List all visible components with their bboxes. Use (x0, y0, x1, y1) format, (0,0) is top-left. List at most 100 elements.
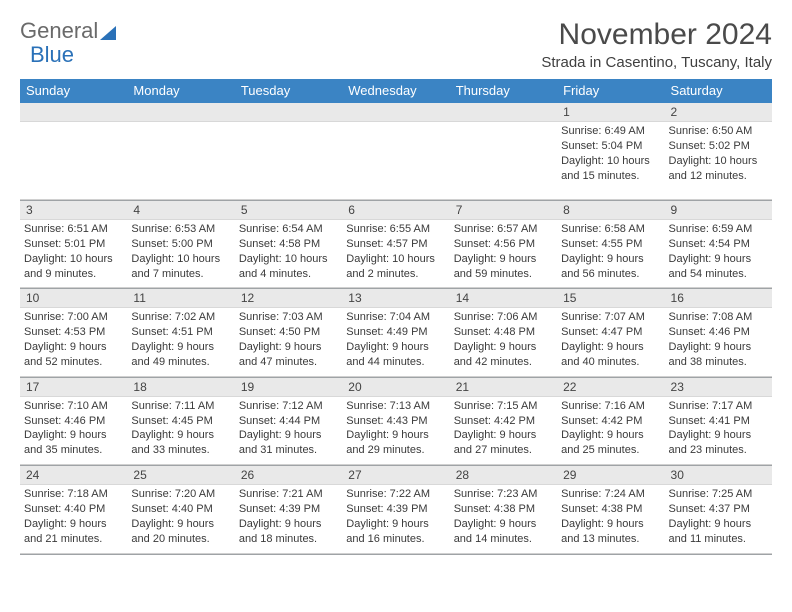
sunrise-text: Sunrise: 6:50 AM (669, 124, 768, 139)
daylight-text: Daylight: 10 hours and 15 minutes. (561, 154, 660, 184)
sunrise-text: Sunrise: 7:11 AM (131, 399, 230, 414)
sunrise-text: Sunrise: 7:20 AM (131, 487, 230, 502)
daylight-text: Daylight: 9 hours and 42 minutes. (454, 340, 553, 370)
week-row: Sunrise: 7:00 AMSunset: 4:53 PMDaylight:… (20, 308, 772, 376)
title-block: November 2024 Strada in Casentino, Tusca… (541, 18, 772, 71)
sunrise-text: Sunrise: 7:02 AM (131, 310, 230, 325)
sunset-text: Sunset: 5:01 PM (24, 237, 123, 252)
daylight-text: Daylight: 9 hours and 23 minutes. (669, 428, 768, 458)
day-number: 28 (450, 466, 557, 484)
daylight-text: Daylight: 9 hours and 35 minutes. (24, 428, 123, 458)
daylight-text: Daylight: 9 hours and 11 minutes. (669, 517, 768, 547)
sunrise-text: Sunrise: 7:03 AM (239, 310, 338, 325)
sunset-text: Sunset: 4:40 PM (131, 502, 230, 517)
sunset-text: Sunset: 4:49 PM (346, 325, 445, 340)
daylight-text: Daylight: 9 hours and 56 minutes. (561, 252, 660, 282)
day-number: 7 (450, 201, 557, 219)
daylight-text: Daylight: 9 hours and 13 minutes. (561, 517, 660, 547)
sunset-text: Sunset: 4:56 PM (454, 237, 553, 252)
page-subtitle: Strada in Casentino, Tuscany, Italy (541, 54, 772, 71)
daylight-text: Daylight: 9 hours and 25 minutes. (561, 428, 660, 458)
day-cell: Sunrise: 6:50 AMSunset: 5:02 PMDaylight:… (665, 122, 772, 199)
sunrise-text: Sunrise: 7:25 AM (669, 487, 768, 502)
sunset-text: Sunset: 4:39 PM (346, 502, 445, 517)
day-cell: Sunrise: 7:03 AMSunset: 4:50 PMDaylight:… (235, 308, 342, 375)
day-number: 18 (127, 378, 234, 396)
daylight-text: Daylight: 9 hours and 31 minutes. (239, 428, 338, 458)
day-cell: Sunrise: 7:10 AMSunset: 4:46 PMDaylight:… (20, 397, 127, 464)
sunrise-text: Sunrise: 7:13 AM (346, 399, 445, 414)
sunset-text: Sunset: 4:42 PM (454, 414, 553, 429)
day-cell: Sunrise: 7:02 AMSunset: 4:51 PMDaylight:… (127, 308, 234, 375)
sunset-text: Sunset: 4:46 PM (669, 325, 768, 340)
daylight-text: Daylight: 9 hours and 20 minutes. (131, 517, 230, 547)
week: 17181920212223Sunrise: 7:10 AMSunset: 4:… (20, 378, 772, 466)
day-header: Friday (557, 79, 664, 103)
daylight-text: Daylight: 9 hours and 40 minutes. (561, 340, 660, 370)
day-number: 16 (665, 289, 772, 307)
day-number: 5 (235, 201, 342, 219)
week-row: Sunrise: 7:10 AMSunset: 4:46 PMDaylight:… (20, 397, 772, 465)
day-number: 9 (665, 201, 772, 219)
week: 10111213141516Sunrise: 7:00 AMSunset: 4:… (20, 289, 772, 377)
daylight-text: Daylight: 10 hours and 7 minutes. (131, 252, 230, 282)
daylight-text: Daylight: 9 hours and 52 minutes. (24, 340, 123, 370)
day-cell: Sunrise: 6:55 AMSunset: 4:57 PMDaylight:… (342, 220, 449, 287)
day-number: 14 (450, 289, 557, 307)
day-number: 3 (20, 201, 127, 219)
sunrise-text: Sunrise: 7:23 AM (454, 487, 553, 502)
day-cell: Sunrise: 6:51 AMSunset: 5:01 PMDaylight:… (20, 220, 127, 287)
day-number: 27 (342, 466, 449, 484)
page-title: November 2024 (541, 18, 772, 52)
day-cell: Sunrise: 7:24 AMSunset: 4:38 PMDaylight:… (557, 485, 664, 552)
sunset-text: Sunset: 4:43 PM (346, 414, 445, 429)
day-number: 22 (557, 378, 664, 396)
sunset-text: Sunset: 4:57 PM (346, 237, 445, 252)
daylight-text: Daylight: 10 hours and 2 minutes. (346, 252, 445, 282)
day-cell (20, 122, 127, 199)
day-number: 2 (665, 103, 772, 121)
sunset-text: Sunset: 4:54 PM (669, 237, 768, 252)
day-number: 12 (235, 289, 342, 307)
sunrise-text: Sunrise: 7:24 AM (561, 487, 660, 502)
sunrise-text: Sunrise: 7:21 AM (239, 487, 338, 502)
day-number: 17 (20, 378, 127, 396)
sunset-text: Sunset: 4:39 PM (239, 502, 338, 517)
sunrise-text: Sunrise: 7:00 AM (24, 310, 123, 325)
day-number (127, 103, 234, 121)
day-number: 1 (557, 103, 664, 121)
sunset-text: Sunset: 4:40 PM (24, 502, 123, 517)
daynum-bar: 24252627282930 (20, 466, 772, 485)
day-cell: Sunrise: 7:15 AMSunset: 4:42 PMDaylight:… (450, 397, 557, 464)
header: General November 2024 Strada in Casentin… (20, 18, 772, 71)
daylight-text: Daylight: 9 hours and 21 minutes. (24, 517, 123, 547)
day-cell (235, 122, 342, 199)
day-cell: Sunrise: 6:49 AMSunset: 5:04 PMDaylight:… (557, 122, 664, 199)
day-header: Monday (127, 79, 234, 103)
day-number (20, 103, 127, 121)
sunrise-text: Sunrise: 7:10 AM (24, 399, 123, 414)
sunset-text: Sunset: 4:38 PM (561, 502, 660, 517)
day-cell: Sunrise: 7:16 AMSunset: 4:42 PMDaylight:… (557, 397, 664, 464)
day-cell (127, 122, 234, 199)
sunrise-text: Sunrise: 7:18 AM (24, 487, 123, 502)
day-cell: Sunrise: 7:06 AMSunset: 4:48 PMDaylight:… (450, 308, 557, 375)
daylight-text: Daylight: 9 hours and 59 minutes. (454, 252, 553, 282)
daylight-text: Daylight: 10 hours and 12 minutes. (669, 154, 768, 184)
day-number: 11 (127, 289, 234, 307)
sunrise-text: Sunrise: 7:08 AM (669, 310, 768, 325)
daylight-text: Daylight: 10 hours and 9 minutes. (24, 252, 123, 282)
day-number: 26 (235, 466, 342, 484)
sunset-text: Sunset: 4:50 PM (239, 325, 338, 340)
sunset-text: Sunset: 4:38 PM (454, 502, 553, 517)
logo-triangle-icon (100, 26, 116, 40)
sunrise-text: Sunrise: 7:07 AM (561, 310, 660, 325)
day-header: Tuesday (235, 79, 342, 103)
sunrise-text: Sunrise: 7:06 AM (454, 310, 553, 325)
day-cell: Sunrise: 6:53 AMSunset: 5:00 PMDaylight:… (127, 220, 234, 287)
day-number: 10 (20, 289, 127, 307)
weeks-container: 12Sunrise: 6:49 AMSunset: 5:04 PMDayligh… (20, 103, 772, 555)
daynum-bar: 3456789 (20, 201, 772, 220)
daylight-text: Daylight: 9 hours and 49 minutes. (131, 340, 230, 370)
sunset-text: Sunset: 4:47 PM (561, 325, 660, 340)
